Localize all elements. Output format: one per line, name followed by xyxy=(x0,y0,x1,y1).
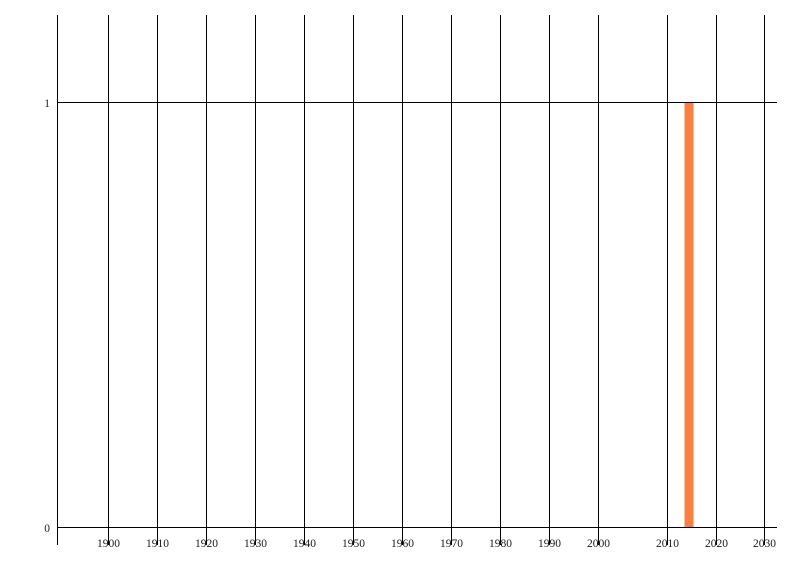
x-tick-label-2020: 2020 xyxy=(705,538,728,550)
x-tick-label-1970: 1970 xyxy=(440,538,463,550)
x-tick-label-1960: 1960 xyxy=(391,538,414,550)
x-tick-label-1950: 1950 xyxy=(342,538,365,550)
x-gridlines xyxy=(57,15,765,545)
x-tick-label-2000: 2000 xyxy=(587,538,610,550)
x-tick-label-1940: 1940 xyxy=(293,538,316,550)
x-tick-label-1910: 1910 xyxy=(146,538,169,550)
y-tick-label-1: 1 xyxy=(44,98,50,110)
x-tick-label-2030: 2030 xyxy=(753,538,776,550)
x-tick-label-1930: 1930 xyxy=(244,538,267,550)
y-tick-label-0: 0 xyxy=(44,523,50,535)
x-tick-label-1980: 1980 xyxy=(489,538,512,550)
x-tick-label-2010: 2010 xyxy=(656,538,679,550)
x-tick-label-1900: 1900 xyxy=(97,538,120,550)
bar-2015 xyxy=(684,102,694,528)
x-tick-label-1920: 1920 xyxy=(195,538,218,550)
y-tick-labels: 1 0 xyxy=(44,98,50,535)
x-tick-labels: 1900 1910 1920 1930 1940 1950 1960 1970 … xyxy=(97,538,776,550)
x-tick-label-1990: 1990 xyxy=(538,538,561,550)
